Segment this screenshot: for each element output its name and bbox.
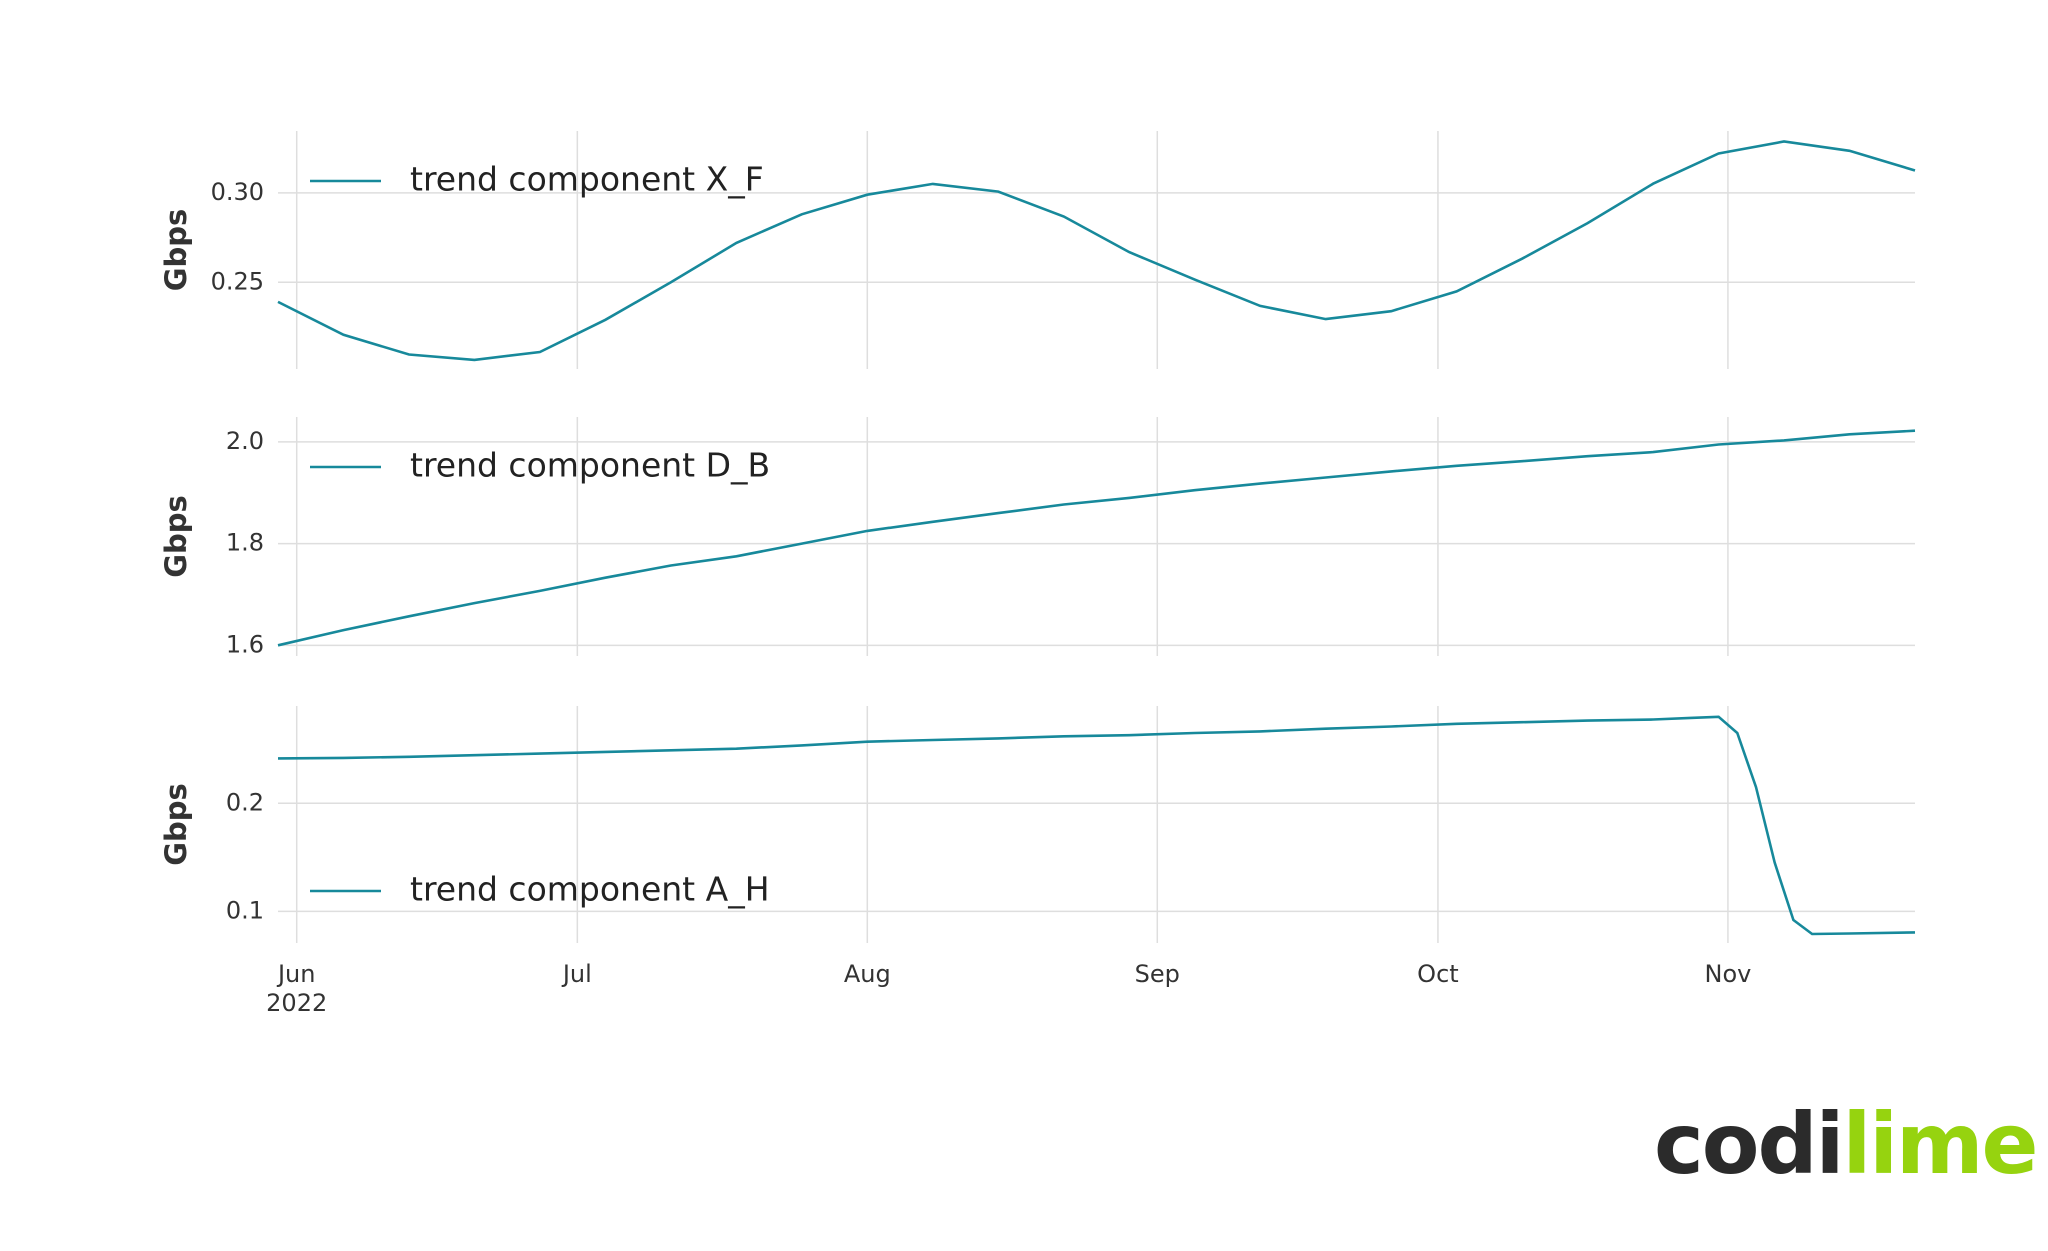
y-axis-label: Gbps <box>159 783 193 866</box>
y-tick-label: 0.2 <box>226 788 264 816</box>
x-tick-label: Sep <box>1135 960 1180 988</box>
x-tick-label: Oct <box>1417 960 1459 988</box>
logo-green: lime <box>1842 1095 2036 1193</box>
legend-label: trend component A_H <box>410 870 770 909</box>
logo-dark: codi <box>1654 1095 1842 1193</box>
legend-label: trend component X_F <box>410 160 764 199</box>
y-tick-label: 0.30 <box>211 178 264 206</box>
line <box>277 140 1916 362</box>
x-tick-label: Jul <box>561 960 592 988</box>
y-tick-label: 2.0 <box>226 427 264 455</box>
logo: codilime <box>1654 1095 2037 1193</box>
y-tick-label: 1.8 <box>226 529 264 557</box>
legend-label: trend component D_B <box>410 446 770 485</box>
y-axis-label: Gbps <box>159 209 193 292</box>
x-tick-label: Aug <box>844 960 891 988</box>
y-tick-label: 0.1 <box>226 896 264 924</box>
y-tick-label: 0.25 <box>211 267 264 295</box>
line <box>277 429 1916 647</box>
y-axis-label: Gbps <box>159 495 193 578</box>
y-tick-label: 1.6 <box>226 630 264 658</box>
x-tick-label: Jun 2022 <box>266 960 327 1017</box>
line <box>277 715 1916 936</box>
x-tick-label: Nov <box>1704 960 1751 988</box>
